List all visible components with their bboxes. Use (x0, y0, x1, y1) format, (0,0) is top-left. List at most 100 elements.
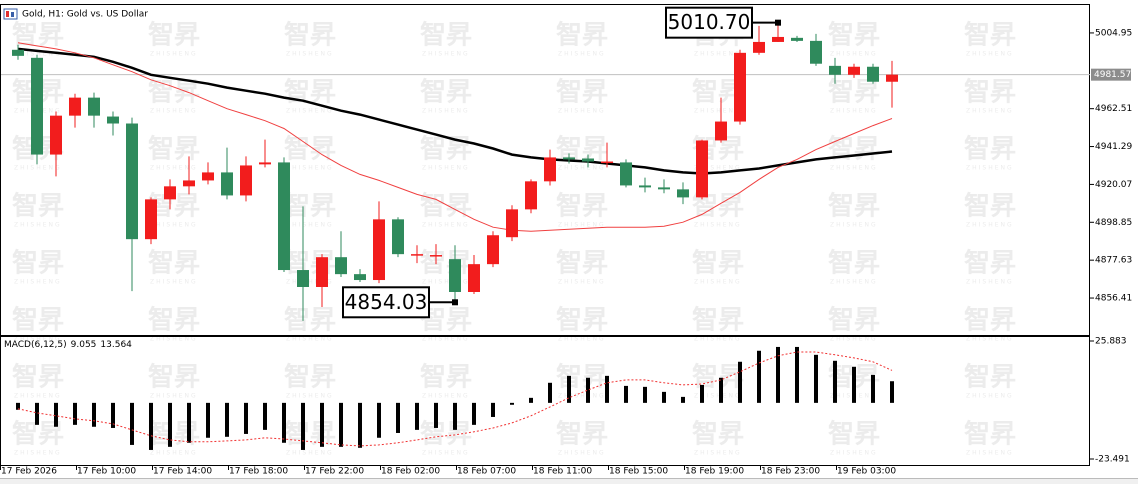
status-strip (0, 478, 1138, 484)
main-panel-frame (0, 4, 1090, 336)
watermark-text: 智昇 (964, 21, 1016, 51)
macd-histogram-bar (586, 377, 590, 403)
x-tick-label: 18 Feb 19:00 (685, 467, 744, 477)
macd-histogram-bar (434, 402, 438, 428)
watermark-subtext: ZHISHENG (422, 51, 470, 58)
watermark-text: 智昇 (148, 135, 200, 165)
x-tick-label: 17 Feb 10:00 (77, 467, 136, 477)
watermark-subtext: ZHISHENG (150, 108, 198, 115)
watermark-subtext: ZHISHENG (694, 51, 742, 58)
candle-body (810, 40, 822, 64)
macd-histogram-bar (111, 402, 115, 428)
watermark-subtext: ZHISHENG (14, 393, 62, 400)
watermark-text: 智昇 (12, 249, 64, 279)
macd-histogram-bar (643, 386, 647, 403)
candle-body (31, 57, 43, 155)
watermark-subtext: ZHISHENG (150, 450, 198, 457)
watermark-text: 智昇 (12, 21, 64, 51)
watermark-subtext: ZHISHENG (150, 165, 198, 172)
candle-body (677, 189, 689, 198)
macd-histogram-bar (168, 402, 172, 447)
watermark-subtext: ZHISHENG (694, 165, 742, 172)
watermark-text: 智昇 (828, 192, 880, 222)
y-tick-label: 4898.85 (1095, 218, 1132, 228)
watermark-text: 智昇 (420, 420, 472, 450)
watermark-text: 智昇 (828, 420, 880, 450)
watermark-subtext: ZHISHENG (966, 222, 1014, 229)
watermark-text: 智昇 (964, 420, 1016, 450)
watermark-subtext: ZHISHENG (14, 336, 62, 343)
y-tick-label: 4920.07 (1095, 180, 1132, 190)
watermark-text: 智昇 (556, 21, 608, 51)
x-tick-label: 18 Feb 02:00 (381, 467, 440, 477)
candle-body (183, 180, 195, 187)
candle-body (297, 270, 309, 287)
icon-bar (11, 12, 14, 17)
macd-histogram-bar (415, 402, 419, 430)
macd-histogram-bar (225, 402, 229, 437)
candle-body (734, 52, 746, 122)
y-tick-label: 4962.51 (1095, 104, 1132, 114)
watermark-subtext: ZHISHENG (422, 450, 470, 457)
macd-histogram-bar (130, 402, 134, 445)
candle-body (69, 97, 81, 116)
macd-histogram-bar (187, 402, 191, 443)
x-tick-label: 17 Feb 14:00 (153, 467, 212, 477)
watermark-text: 智昇 (828, 249, 880, 279)
candle-body (107, 116, 119, 124)
macd-histogram-bar (263, 402, 267, 430)
macd-histogram-bar (776, 346, 780, 403)
candle-body (240, 165, 252, 196)
watermark-text: 智昇 (420, 192, 472, 222)
candle-body (259, 162, 271, 165)
watermark-subtext: ZHISHENG (150, 51, 198, 58)
macd-histogram-bar (757, 350, 761, 403)
watermark-text: 智昇 (692, 249, 744, 279)
candle-body (126, 123, 138, 240)
candle-body (772, 36, 784, 42)
watermark-subtext: ZHISHENG (286, 450, 334, 457)
candle-body (88, 97, 100, 116)
macd-histogram-bar (871, 374, 875, 403)
watermark-text: 智昇 (284, 420, 336, 450)
macd-histogram-bar (510, 402, 514, 405)
candle-body (848, 66, 860, 75)
macd-histogram-bar (301, 402, 305, 450)
current-price-box (1091, 68, 1131, 81)
watermark-text: 智昇 (284, 249, 336, 279)
chart-icon (3, 8, 18, 20)
watermark-subtext: ZHISHENG (14, 51, 62, 58)
watermark-text: 智昇 (692, 420, 744, 450)
candle-body (487, 235, 499, 265)
candle-body (335, 257, 347, 275)
annotation-marker (775, 19, 781, 26)
watermark-text: 智昇 (828, 78, 880, 108)
watermark-text: 智昇 (148, 420, 200, 450)
moving-average (17, 42, 893, 232)
watermark-subtext: ZHISHENG (422, 108, 470, 115)
annotation-box (665, 6, 753, 39)
x-tick-label: 19 Feb 03:00 (837, 467, 896, 477)
watermark-subtext: ZHISHENG (286, 108, 334, 115)
x-tick-label: 17 Feb 22:00 (305, 467, 364, 477)
candle-body (373, 219, 385, 281)
watermark-text: 智昇 (284, 192, 336, 222)
candle-body (145, 199, 157, 240)
y-tick-label: 4877.63 (1095, 256, 1132, 266)
watermark-text: 智昇 (828, 135, 880, 165)
watermark-text: 智昇 (828, 21, 880, 51)
watermark-subtext: ZHISHENG (966, 279, 1014, 286)
x-tick-label: 18 Feb 07:00 (457, 467, 516, 477)
candle-body (164, 186, 176, 200)
macd-histogram-bar (700, 384, 704, 403)
watermark-subtext: ZHISHENG (14, 279, 62, 286)
candle-body (506, 209, 518, 238)
watermark-text: 智昇 (148, 306, 200, 336)
candle-body (563, 157, 575, 160)
y-tick-label: -23.491 (1095, 455, 1130, 465)
macd-name: MACD(6,12,5) (4, 340, 67, 350)
macd-histogram-bar (529, 397, 533, 403)
candle-body (582, 158, 594, 162)
candle-body (278, 162, 290, 271)
annotation-marker (452, 299, 458, 306)
